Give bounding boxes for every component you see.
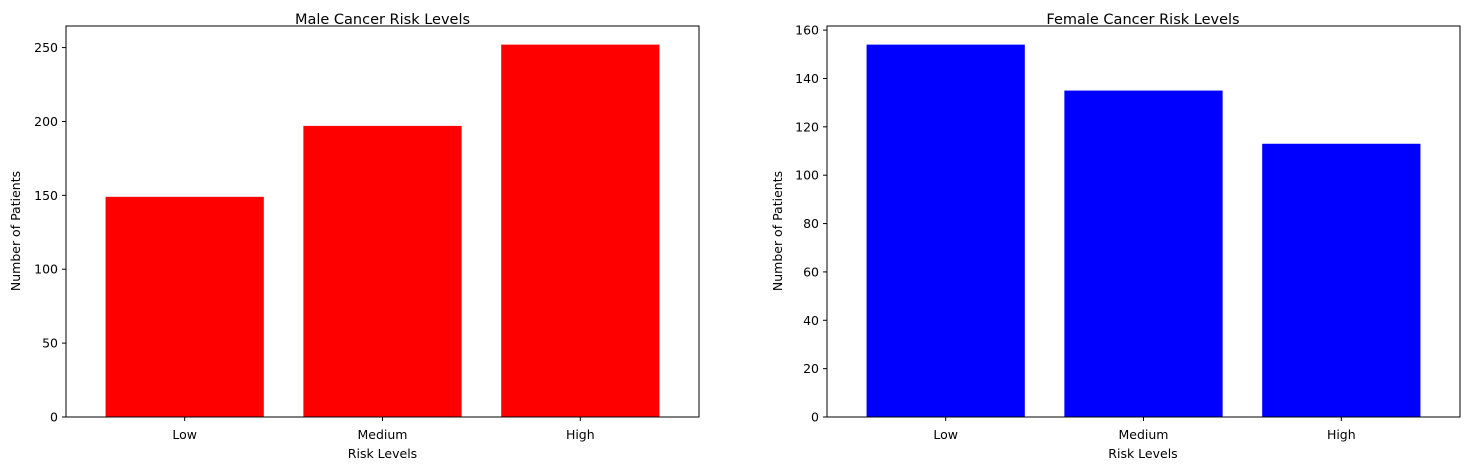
plot-frame <box>65 25 700 418</box>
y-tick-label: 250 <box>34 40 58 55</box>
x-tick-label: Medium <box>1119 427 1169 442</box>
bars <box>866 44 1421 418</box>
x-axis-label: Risk Levels <box>348 446 417 461</box>
y-tick-label: 120 <box>795 119 819 134</box>
bar-low <box>866 44 1025 417</box>
chart-title: Male Cancer Risk Levels <box>295 12 470 28</box>
plot-frame <box>826 25 1461 418</box>
y-tick-label: 100 <box>795 168 819 183</box>
y-axis-label: Number of Patients <box>770 171 785 291</box>
y-tick-label: 60 <box>803 264 819 279</box>
bar-medium <box>303 125 462 417</box>
y-tick-label: 200 <box>34 114 58 129</box>
y-tick-label: 140 <box>795 71 819 86</box>
y-tick-label: 40 <box>803 313 819 328</box>
ticks: Low Medium High 0 50 100 150 200 250 <box>34 40 595 442</box>
y-tick-label: 80 <box>803 216 819 231</box>
ticks: Low Medium High 0 20 40 60 80 100 120 140 160 <box>795 23 1356 442</box>
bar-medium <box>1064 90 1223 418</box>
bar-low <box>105 196 264 417</box>
y-tick-label: 0 <box>50 410 58 425</box>
y-tick-label: 0 <box>811 410 819 425</box>
chart-title: Female Cancer Risk Levels <box>1046 12 1239 28</box>
x-tick-label: Low <box>172 427 197 442</box>
y-tick-label: 20 <box>803 361 819 376</box>
female-risk-chart: Female Cancer Risk Levels Risk Levels Nu… <box>770 12 1461 461</box>
male-risk-chart: Male Cancer Risk Levels Risk Levels Numb… <box>8 12 700 461</box>
bars <box>105 44 660 417</box>
y-tick-label: 50 <box>42 336 58 351</box>
bar-high <box>1262 143 1421 417</box>
x-tick-label: Medium <box>358 427 408 442</box>
bar-high <box>501 44 660 417</box>
y-tick-label: 100 <box>34 262 58 277</box>
x-tick-label: High <box>1327 427 1356 442</box>
x-tick-label: Low <box>933 427 958 442</box>
y-axis-label: Number of Patients <box>8 171 23 291</box>
y-tick-label: 150 <box>34 188 58 203</box>
y-tick-label: 160 <box>795 23 819 38</box>
x-axis-label: Risk Levels <box>1108 446 1177 461</box>
x-tick-label: High <box>566 427 595 442</box>
